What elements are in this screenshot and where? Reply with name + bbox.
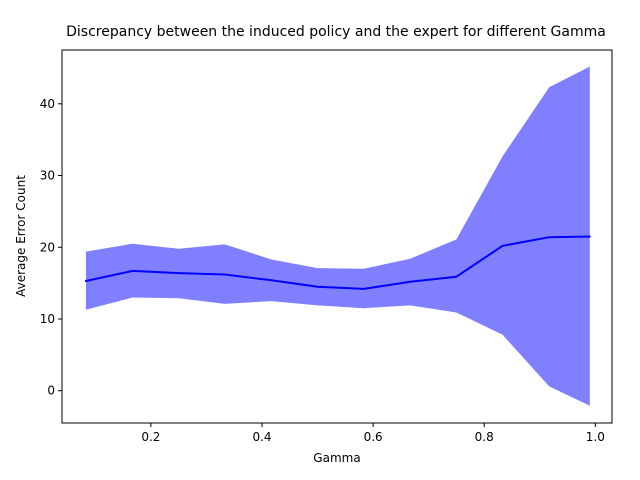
x-tick-label: 0.6	[364, 430, 383, 444]
chart-title: Discrepancy between the induced policy a…	[66, 24, 606, 40]
y-tick-label: 10	[40, 312, 55, 326]
confidence-band-0	[85, 66, 590, 406]
y-tick-label: 0	[47, 384, 55, 398]
x-axis-label: Gamma	[313, 451, 360, 465]
y-tick-label: 40	[40, 97, 55, 111]
y-axis-label: Average Error Count	[14, 175, 28, 297]
plot-area	[84, 66, 591, 406]
y-tick-label: 20	[40, 240, 55, 254]
x-tick-label: 1.0	[586, 430, 605, 444]
x-tick-label: 0.2	[141, 430, 160, 444]
ticks: 0.2 0.4 0.6 0.8 1.0 0 10 20 30 40	[40, 97, 605, 444]
axes-frame	[61, 49, 613, 424]
mean-line-0	[84, 235, 591, 290]
y-tick-label: 30	[40, 169, 55, 183]
x-tick-label: 0.4	[252, 430, 271, 444]
x-tick-label: 0.8	[475, 430, 494, 444]
